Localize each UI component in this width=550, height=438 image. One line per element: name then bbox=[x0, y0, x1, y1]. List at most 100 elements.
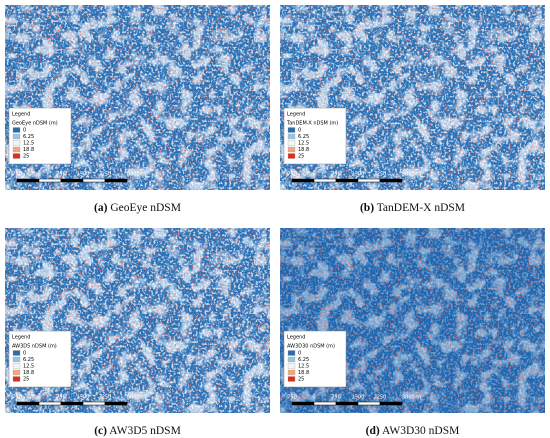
legend-swatch bbox=[287, 133, 296, 140]
legend-label: 18.8 bbox=[23, 147, 34, 153]
legend-swatch bbox=[12, 356, 21, 363]
scale-segment bbox=[357, 178, 381, 183]
legend-label: 6.25 bbox=[298, 134, 309, 140]
scale-label: 0 bbox=[312, 172, 315, 178]
scale-segment bbox=[38, 178, 62, 183]
scale-bar: 750 0 750 1500 2250 3000 m bbox=[12, 395, 146, 406]
caption-text: AW3D5 nDSM bbox=[109, 425, 181, 437]
scale-segment bbox=[291, 401, 315, 406]
legend-swatch bbox=[12, 153, 21, 159]
scale-label: 750 bbox=[331, 395, 341, 401]
scale-label: 1500 bbox=[352, 172, 365, 178]
scale-label: 0 bbox=[37, 172, 40, 178]
legend-swatch bbox=[12, 363, 21, 369]
legend-swatch bbox=[12, 127, 21, 133]
legend-label: 0 bbox=[23, 351, 26, 357]
legend-title: Legend bbox=[12, 335, 30, 341]
scale-label: 3000 m bbox=[127, 172, 146, 178]
scale-segment bbox=[313, 178, 337, 183]
caption-label: (c) bbox=[94, 425, 107, 437]
scale-segment bbox=[379, 401, 403, 406]
legend-label: 0 bbox=[23, 128, 26, 134]
legend-swatch bbox=[12, 369, 21, 376]
legend-swatch bbox=[12, 376, 21, 382]
legend-swatch bbox=[287, 363, 296, 369]
caption: (c) AW3D5 nDSM bbox=[94, 425, 181, 437]
scale-segment bbox=[104, 178, 128, 183]
scale-label: 0 bbox=[37, 395, 40, 401]
legend-title: Legend bbox=[12, 112, 30, 118]
legend-label: 12.5 bbox=[23, 141, 34, 147]
caption-label: (a) bbox=[94, 202, 108, 214]
scale-label: 750 bbox=[12, 395, 22, 401]
legend-swatch bbox=[287, 146, 296, 153]
scale-label: 750 bbox=[287, 395, 297, 401]
scale-bar: 750 0 750 1500 2250 3000 m bbox=[12, 172, 146, 183]
legend-label: 6.25 bbox=[23, 134, 34, 140]
caption: (a) GeoEye nDSM bbox=[94, 202, 181, 214]
scale-label: 3000 m bbox=[402, 395, 421, 401]
legend-label: 6.25 bbox=[298, 357, 309, 363]
legend-layer-name: TanDEM-X nDSM (m) bbox=[286, 121, 338, 127]
caption-text: GeoEye nDSM bbox=[110, 202, 181, 214]
scale-segment bbox=[291, 178, 315, 183]
legend-swatch bbox=[287, 127, 296, 133]
scale-label: 750 bbox=[287, 172, 297, 178]
scale-segment bbox=[82, 401, 106, 406]
scale-label: 750 bbox=[12, 172, 22, 178]
legend-layer-name: GeoEye nDSM (m) bbox=[12, 121, 58, 127]
legend-label: 18.8 bbox=[298, 370, 309, 376]
legend-swatch bbox=[287, 153, 296, 159]
scale-label: 3000 m bbox=[127, 395, 146, 401]
scale-segment bbox=[60, 401, 84, 406]
scale-label: 750 bbox=[56, 172, 66, 178]
scale-segment bbox=[38, 401, 62, 406]
legend-swatch bbox=[12, 146, 21, 153]
legend-label: 12.5 bbox=[298, 141, 309, 147]
scale-bar: 750 0 750 1500 2250 3000 m bbox=[287, 395, 421, 406]
legend-title: Legend bbox=[287, 335, 305, 341]
caption-label: (d) bbox=[366, 425, 380, 437]
legend-title: Legend bbox=[287, 112, 305, 118]
legend-layer-name: AW3D5 nDSM (m) bbox=[12, 344, 57, 350]
scale-label: 2250 bbox=[374, 172, 387, 178]
caption-text: TanDEM-X nDSM bbox=[377, 202, 465, 214]
legend-layer-name: AW3D30 nDSM (m) bbox=[287, 344, 335, 350]
legend-swatch bbox=[287, 376, 296, 382]
caption-label: (b) bbox=[360, 202, 374, 214]
scale-label: 2250 bbox=[99, 395, 112, 401]
scale-bar: 750 0 750 1500 2250 3000 m bbox=[287, 172, 421, 183]
legend-label: 0 bbox=[298, 351, 301, 357]
legend-label: 6.25 bbox=[23, 357, 34, 363]
scale-segment bbox=[82, 178, 106, 183]
legend-label: 18.8 bbox=[23, 370, 34, 376]
legend-label: 0 bbox=[298, 128, 301, 134]
legend-swatch bbox=[12, 133, 21, 140]
caption: (b) TanDEM-X nDSM bbox=[360, 202, 465, 214]
scale-segment bbox=[313, 401, 337, 406]
scale-label: 3000 m bbox=[402, 172, 421, 178]
caption-text: AW3D30 nDSM bbox=[382, 425, 459, 437]
legend-swatch bbox=[12, 140, 21, 146]
scale-label: 2250 bbox=[99, 172, 112, 178]
caption: (d) AW3D30 nDSM bbox=[366, 425, 460, 437]
legend-label: 25 bbox=[298, 377, 304, 383]
scale-segment bbox=[16, 401, 40, 406]
scale-segment bbox=[104, 401, 128, 406]
scale-segment bbox=[16, 178, 40, 183]
scale-label: 0 bbox=[312, 395, 315, 401]
legend-label: 18.8 bbox=[298, 147, 309, 153]
legend-label: 25 bbox=[23, 154, 29, 160]
scale-label: 1500 bbox=[352, 395, 365, 401]
scale-label: 750 bbox=[56, 395, 66, 401]
scale-label: 1500 bbox=[77, 172, 90, 178]
scale-segment bbox=[379, 178, 403, 183]
